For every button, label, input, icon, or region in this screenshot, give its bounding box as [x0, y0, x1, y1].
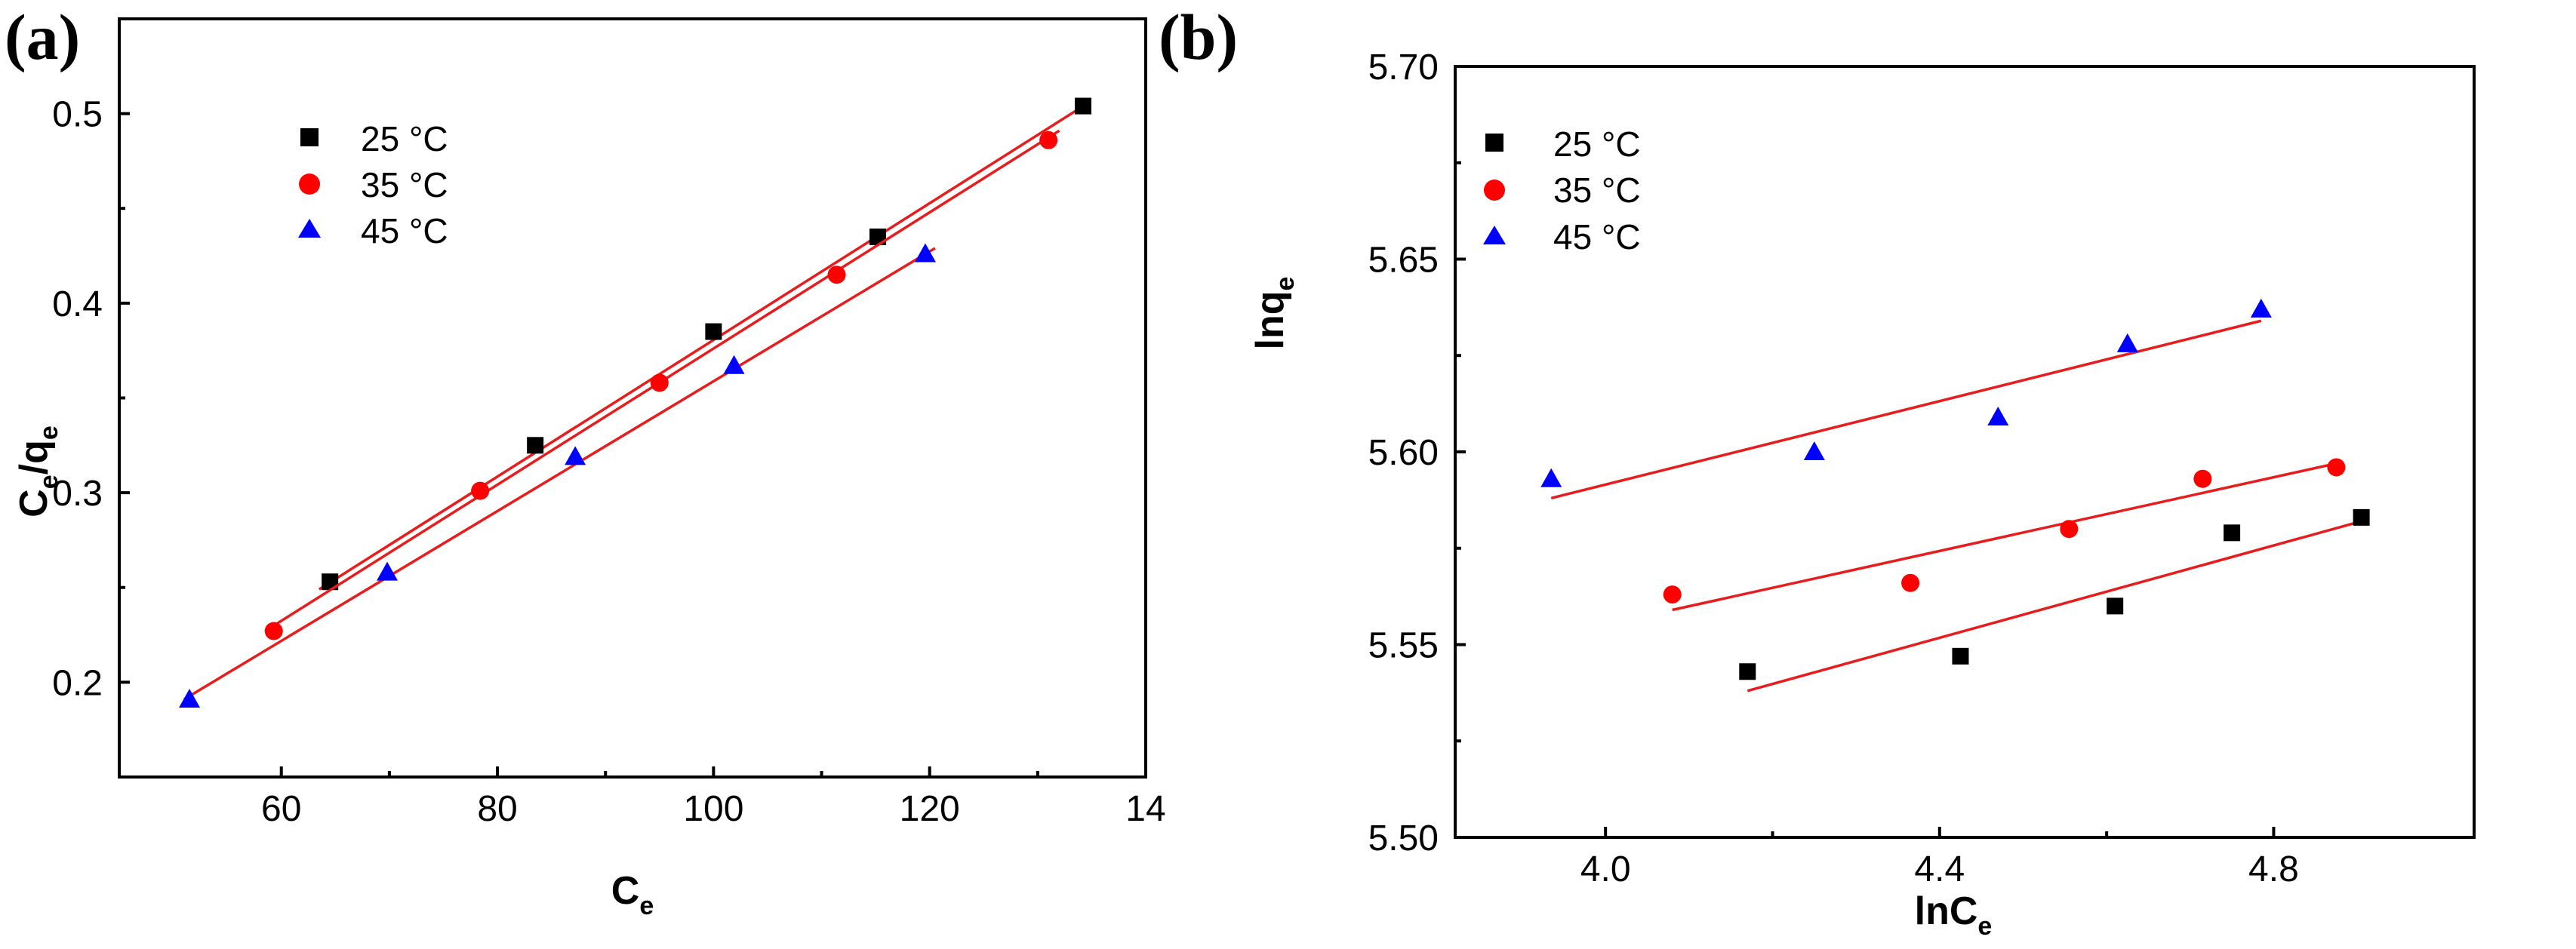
x-axis-title-a-sub: e [639, 892, 654, 920]
data-point-a-1-1 [471, 481, 490, 500]
data-point-a-0-1 [527, 437, 544, 454]
data-point-b-2-2 [1987, 407, 2009, 426]
y-tick-label-b-2: 5.60 [1368, 433, 1439, 473]
data-point-b-1-4 [2327, 458, 2346, 477]
data-point-a-2-0 [179, 688, 201, 708]
fit-line-a-0 [318, 103, 1088, 591]
legend-marker-25-a [300, 128, 319, 146]
x-axis-title-b-main: lnC [1915, 889, 1978, 933]
fit-line-b-0 [1747, 520, 2362, 693]
panel-label-b: (b) [1159, 1, 1238, 73]
y-axis-title-a-main: C [12, 489, 56, 517]
data-point-a-2-3 [723, 355, 745, 374]
y-axis-title-a: Ce/qe [12, 425, 63, 517]
x-axis-title-a: Ce [611, 869, 654, 920]
y-tick-label-a-3: 0.5 [52, 95, 103, 135]
plot-frame-a [118, 17, 1147, 779]
y-tick-label-b-4: 5.70 [1368, 48, 1439, 88]
data-point-a-1-3 [827, 266, 846, 284]
x-tick-label-b-2: 4.8 [2248, 849, 2299, 889]
data-point-a-0-0 [322, 573, 339, 591]
data-point-b-2-0 [1540, 468, 1562, 487]
y-axis-title-b: lnqe [1248, 277, 1300, 350]
data-point-a-1-0 [264, 622, 283, 640]
x-tick-label-a-2: 100 [683, 789, 743, 829]
x-tick-label-a-1: 80 [477, 789, 517, 829]
data-point-b-1-0 [1663, 585, 1682, 604]
legend-marker-35-a [299, 174, 320, 195]
fit-line-a-2 [183, 247, 936, 701]
data-point-b-0-2 [2107, 597, 2124, 615]
legend-label-35-b: 35 °C [1553, 170, 1641, 210]
data-point-a-1-4 [1039, 131, 1058, 149]
y-tick-label-a-0: 0.2 [52, 663, 103, 703]
data-point-b-0-1 [1952, 647, 1969, 665]
y-axis-title-a-sub1: e [35, 474, 63, 489]
data-point-a-0-4 [1074, 97, 1091, 115]
data-point-a-2-1 [377, 561, 399, 581]
chart-panel-a: (a) 60 80 100 120 140.20.30.40.5 Ce/qe Ce 25… [5, 1, 1166, 920]
data-point-b-0-0 [1739, 663, 1756, 680]
y-axis-title-b-sub: e [1271, 277, 1300, 291]
y-tick-label-b-3: 5.65 [1368, 241, 1439, 281]
legend-label-45-b: 45 °C [1553, 217, 1641, 256]
x-axis-title-a-main: C [611, 869, 640, 913]
x-axis-title-b-sub: e [1977, 912, 1992, 941]
legend-b: 25 °C 35 °C 45 °C [1483, 124, 1641, 256]
data-point-a-2-4 [914, 243, 936, 263]
x-tick-label-a-4: 14 [1125, 789, 1165, 829]
legend-marker-35-b [1484, 180, 1505, 201]
data-point-b-0-4 [2353, 508, 2370, 526]
marks-a: 60 80 100 120 14 0.2 0.3 0.4 0.5 [52, 95, 1165, 829]
data-point-b-2-4 [2250, 298, 2272, 318]
y-axis-title-b-main: lnq [1248, 290, 1292, 349]
data-point-b-1-3 [2193, 469, 2212, 488]
data-point-b-2-3 [2116, 333, 2138, 352]
legend-label-25-a: 25 °C [361, 119, 448, 158]
fit-line-b-1 [1672, 462, 2337, 612]
data-point-b-1-2 [2060, 520, 2079, 539]
data-point-a-0-2 [705, 323, 722, 340]
y-tick-label-a-2: 0.4 [52, 284, 103, 324]
legend-label-45-a: 45 °C [361, 211, 448, 250]
x-tick-label-a-3: 120 [900, 789, 960, 829]
x-tick-label-a-0: 60 [261, 789, 301, 829]
legend-label-25-b: 25 °C [1553, 124, 1641, 164]
panel-label-a: (a) [5, 1, 80, 73]
y-tick-label-b-1: 5.55 [1368, 626, 1439, 666]
x-tick-label-b-1: 4.4 [1914, 849, 1965, 889]
marks-b: 4.0 4.4 4.8 5.50 5.55 5.60 5.65 5.70 [1368, 48, 2370, 889]
data-point-a-1-2 [650, 373, 669, 392]
data-point-b-1-1 [1901, 573, 1920, 592]
x-tick-label-b-0: 4.0 [1580, 849, 1631, 889]
legend-label-35-a: 35 °C [361, 165, 448, 204]
legend-a: 25 °C 35 °C 45 °C [298, 119, 448, 250]
legend-marker-25-b [1485, 134, 1503, 152]
legend-marker-45-a [298, 219, 321, 238]
x-axis-title-b: lnCe [1915, 889, 1993, 941]
y-tick-label-b-0: 5.50 [1368, 818, 1439, 858]
data-point-b-2-1 [1803, 441, 1825, 460]
fit-line-b-2 [1550, 319, 2262, 500]
y-axis-title-a-mid: /q [12, 440, 56, 474]
chart-panel-b: (b) 4.0 4.4 4.85.505.555.605.655.70 lnqe l… [1159, 1, 2476, 941]
data-point-a-2-2 [565, 446, 586, 465]
data-point-b-0-3 [2224, 524, 2241, 542]
y-tick-label-a-1: 0.3 [52, 474, 103, 514]
legend-marker-45-b [1483, 226, 1506, 244]
y-axis-title-a-sub2: e [35, 425, 63, 440]
